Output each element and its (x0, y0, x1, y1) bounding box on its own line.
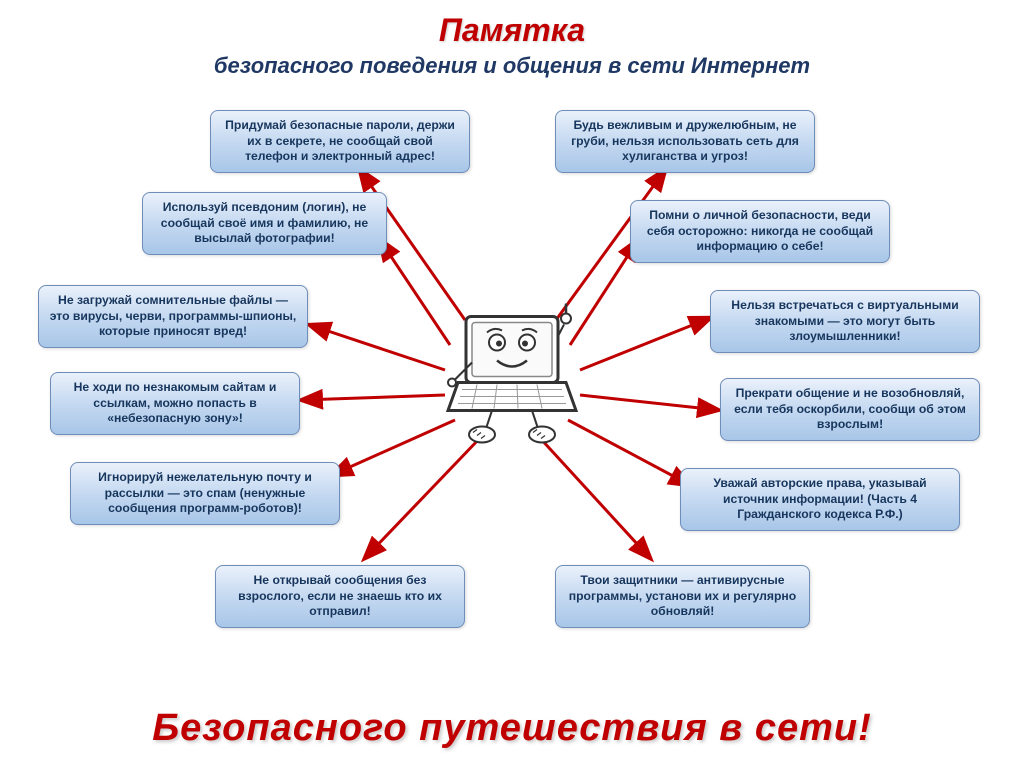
tip-box-passwords: Придумай безопасные пароли, держи их в с… (210, 110, 470, 173)
tip-box-noopen: Не открывай сообщения без взрослого, есл… (215, 565, 465, 628)
arrow-stopchat (580, 395, 718, 410)
tip-box-nostrangers: Нельзя встречаться с виртуальными знаком… (710, 290, 980, 353)
tip-text: Нельзя встречаться с виртуальными знаком… (731, 298, 958, 343)
tip-text: Используй псевдоним (логин), не сообщай … (161, 200, 368, 245)
tip-box-nosites: Не ходи по незнакомым сайтам и ссылкам, … (50, 372, 300, 435)
tip-box-nodownload: Не загружай сомнительные файлы — это вир… (38, 285, 308, 348)
tip-box-antivirus: Твои защитники — антивирусные программы,… (555, 565, 810, 628)
footer-slogan: Безопасного путешествия в сети! (0, 707, 1024, 750)
tip-box-personal: Помни о личной безопасности, веди себя о… (630, 200, 890, 263)
tip-box-spam: Игнорируй нежелательную почту и рассылки… (70, 462, 340, 525)
arrow-nodownload (310, 325, 445, 370)
tip-box-stopchat: Прекрати общение и не возобновляй, если … (720, 378, 980, 441)
tip-box-copyright: Уважай авторские права, указывай источни… (680, 468, 960, 531)
tip-text: Придумай безопасные пароли, держи их в с… (225, 118, 455, 163)
tip-text: Твои защитники — антивирусные программы,… (569, 573, 797, 618)
tip-text: Игнорируй нежелательную почту и рассылки… (98, 470, 312, 515)
tip-text: Не ходи по незнакомым сайтам и ссылкам, … (74, 380, 277, 425)
tip-box-pseudonym: Используй псевдоним (логин), не сообщай … (142, 192, 387, 255)
arrow-spam (332, 420, 455, 475)
tip-text: Не открывай сообщения без взрослого, есл… (238, 573, 442, 618)
tip-text: Помни о личной безопасности, веди себя о… (647, 208, 873, 253)
tip-box-polite: Будь вежливым и дружелюбным, не груби, н… (555, 110, 815, 173)
arrow-pseudonym (380, 240, 450, 345)
tip-text: Прекрати общение и не возобновляй, если … (734, 386, 966, 431)
arrow-nostrangers (580, 318, 710, 370)
laptop-character-icon (442, 303, 582, 458)
tip-text: Уважай авторские права, указывай источни… (713, 476, 926, 521)
arrow-nosites (302, 395, 445, 400)
tip-text: Будь вежливым и дружелюбным, не груби, н… (571, 118, 799, 163)
arrow-copyright (568, 420, 690, 485)
tip-text: Не загружай сомнительные файлы — это вир… (50, 293, 297, 338)
